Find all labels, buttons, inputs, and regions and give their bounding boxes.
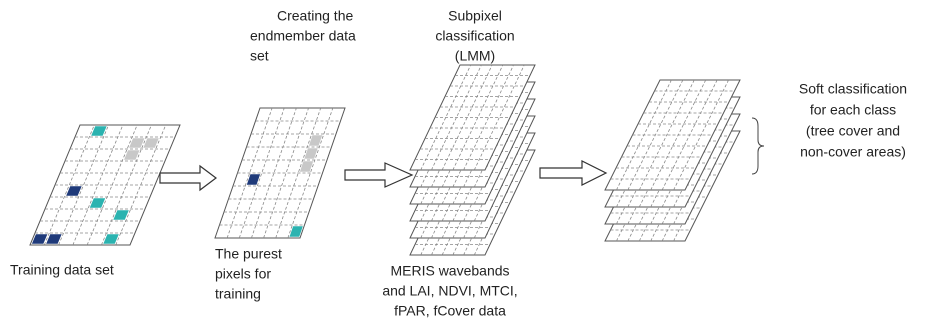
label-line: pixels for	[215, 266, 271, 282]
arrow	[540, 161, 606, 185]
label-line: endmember data	[250, 28, 356, 44]
brace	[752, 118, 764, 174]
label-line: Training data set	[10, 262, 114, 278]
label-line: classification	[435, 28, 514, 44]
label-line: The purest	[215, 246, 282, 262]
arrow	[345, 163, 412, 187]
label-line: Subpixel	[448, 8, 502, 24]
grid-layer	[215, 108, 345, 238]
grid-layer	[30, 125, 180, 245]
grids	[30, 65, 740, 255]
label-line: (tree cover and	[806, 123, 900, 139]
label-line: and LAI, NDVI, MTCI,	[382, 283, 517, 299]
label-line: non-cover areas)	[800, 144, 906, 160]
label-line: for each class	[810, 102, 896, 118]
label-line: Soft classification	[799, 81, 907, 97]
label-line: MERIS wavebands	[390, 263, 509, 279]
diagram: Training data set Creating the endmember d…	[0, 0, 937, 333]
label-line: Creating the	[277, 8, 353, 24]
arrow	[160, 166, 216, 190]
label-line: set	[250, 48, 269, 64]
label-line: (LMM)	[455, 48, 495, 64]
label-line: fPAR, fCover data	[394, 303, 506, 319]
label-line: training	[215, 286, 261, 302]
